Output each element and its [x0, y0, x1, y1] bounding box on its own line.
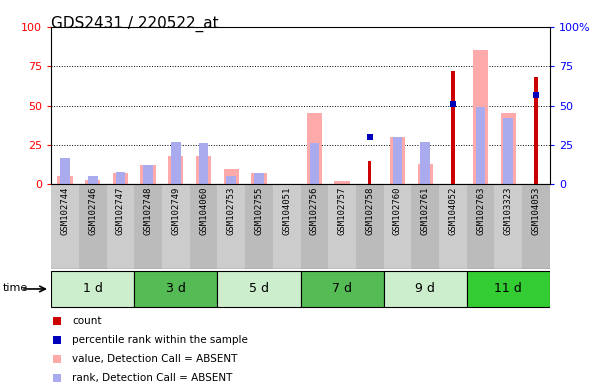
Text: percentile rank within the sample: percentile rank within the sample — [72, 336, 248, 346]
Bar — [300, 184, 328, 269]
Bar — [534, 77, 538, 184]
Text: GSM104052: GSM104052 — [448, 187, 457, 235]
Text: GSM102756: GSM102756 — [310, 187, 319, 235]
Text: GSM102760: GSM102760 — [393, 187, 402, 235]
Bar — [254, 173, 264, 184]
Bar — [383, 271, 467, 307]
Text: 11 d: 11 d — [495, 281, 522, 295]
Text: rank, Detection Call = ABSENT: rank, Detection Call = ABSENT — [72, 373, 233, 383]
Bar — [227, 177, 236, 184]
Bar — [467, 184, 495, 269]
Bar — [115, 172, 125, 184]
Text: GSM102749: GSM102749 — [171, 187, 180, 235]
Bar — [245, 184, 273, 269]
Text: 1 d: 1 d — [83, 281, 103, 295]
Bar — [392, 137, 402, 184]
Text: GSM102757: GSM102757 — [338, 187, 347, 235]
Bar — [495, 184, 522, 269]
Bar — [134, 184, 162, 269]
Bar — [473, 50, 488, 184]
Bar — [310, 143, 319, 184]
Text: GSM102761: GSM102761 — [421, 187, 430, 235]
Text: GSM103323: GSM103323 — [504, 187, 513, 235]
Bar — [113, 173, 128, 184]
Text: GSM102744: GSM102744 — [61, 187, 70, 235]
Text: GSM102755: GSM102755 — [254, 187, 263, 235]
Bar — [51, 184, 79, 269]
Bar — [199, 143, 209, 184]
Text: 3 d: 3 d — [166, 281, 186, 295]
Bar — [300, 271, 383, 307]
Bar — [190, 184, 218, 269]
Bar — [390, 137, 405, 184]
Bar — [168, 156, 183, 184]
Text: GSM102748: GSM102748 — [144, 187, 153, 235]
Bar — [141, 166, 156, 184]
Text: GSM104051: GSM104051 — [282, 187, 291, 235]
Bar — [162, 184, 190, 269]
Bar — [134, 271, 218, 307]
Bar — [328, 184, 356, 269]
Bar — [411, 184, 439, 269]
Bar — [251, 173, 267, 184]
Bar — [504, 118, 513, 184]
Bar — [224, 169, 239, 184]
Bar — [85, 180, 100, 184]
Bar — [106, 184, 134, 269]
Bar — [79, 184, 106, 269]
Bar — [356, 184, 383, 269]
Bar — [451, 71, 454, 184]
Bar — [51, 271, 134, 307]
Bar — [218, 271, 300, 307]
Bar — [171, 142, 181, 184]
Text: count: count — [72, 316, 102, 326]
Text: GSM102763: GSM102763 — [476, 187, 485, 235]
Bar — [383, 184, 411, 269]
Bar — [418, 164, 433, 184]
Bar — [476, 107, 486, 184]
Bar — [88, 177, 97, 184]
Bar — [57, 177, 73, 184]
Bar — [273, 184, 300, 269]
Text: GSM102747: GSM102747 — [116, 187, 125, 235]
Text: value, Detection Call = ABSENT: value, Detection Call = ABSENT — [72, 354, 237, 364]
Bar — [501, 114, 516, 184]
Text: time: time — [3, 283, 28, 293]
Text: GSM102753: GSM102753 — [227, 187, 236, 235]
Text: GSM102746: GSM102746 — [88, 187, 97, 235]
Bar — [420, 142, 430, 184]
Text: GSM104053: GSM104053 — [531, 187, 540, 235]
Bar — [307, 114, 322, 184]
Bar — [522, 184, 550, 269]
Bar — [218, 184, 245, 269]
Text: GDS2431 / 220522_at: GDS2431 / 220522_at — [51, 15, 219, 31]
Text: GSM102758: GSM102758 — [365, 187, 374, 235]
Bar — [143, 166, 153, 184]
Bar — [196, 156, 211, 184]
Bar — [439, 184, 467, 269]
Text: 5 d: 5 d — [249, 281, 269, 295]
Bar — [467, 271, 550, 307]
Bar — [60, 157, 70, 184]
Text: GSM104060: GSM104060 — [199, 187, 208, 235]
Text: 7 d: 7 d — [332, 281, 352, 295]
Bar — [334, 181, 350, 184]
Text: 9 d: 9 d — [415, 281, 435, 295]
Bar — [368, 161, 371, 184]
